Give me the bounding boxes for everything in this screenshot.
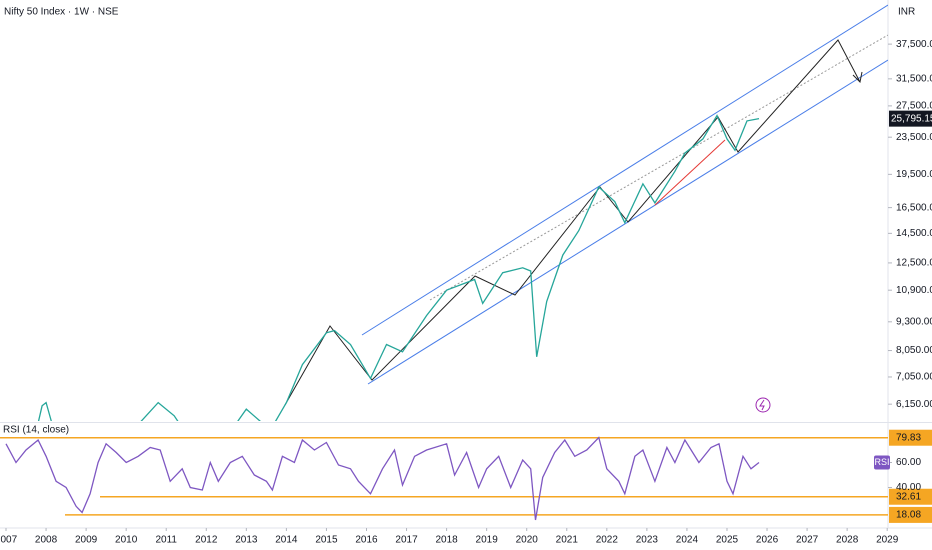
last-price-box [889,110,932,127]
y-tick-label: 23,500.00 [896,132,932,143]
x-tick-label: 2020 [516,535,539,546]
rsi-current-label: RSI [874,457,889,467]
last-price-label: 25,795.15 [891,113,932,124]
x-tick-label: 2010 [115,535,138,546]
indicator-title: RSI (14, close) [3,425,69,436]
x-tick-label: 2014 [275,535,298,546]
wave-zigzag [284,39,861,406]
y-tick-label: 10,900.00 [896,285,932,296]
x-tick-label: 2023 [636,535,659,546]
y-tick-label: 27,500.00 [896,101,932,112]
x-tick-label: 2017 [395,535,418,546]
x-tick-label: 2011 [155,535,177,546]
rsi-line [5,436,760,521]
x-tick-label: 2022 [596,535,619,546]
x-tick-label: 2009 [75,535,98,546]
channel-middle [429,34,888,301]
x-tick-label: 2016 [355,535,378,546]
channel-upper [361,4,888,336]
trend-line [654,139,726,206]
event-icon[interactable] [755,397,771,413]
y-tick-label: 31,500.00 [896,73,932,84]
rsi-level-label: 79.83 [896,432,921,443]
x-tick-label: 2021 [556,535,579,546]
drawings [284,4,888,413]
rsi-current-box [874,455,890,470]
y-tick-label: 12,500.00 [896,258,932,269]
x-tick-label: 2027 [796,535,819,546]
time-axis: 2007 2008 2009 2010 2011 2012 2013 2014 2015 2016… [0,528,899,546]
rsi-y-tick-label: 40.00 [896,482,921,493]
price-line [37,114,760,421]
y-tick-label: 8,050.00 [896,345,932,356]
currency-label: INR [898,7,915,18]
rsi-level-box [889,429,932,446]
arrow-head [852,71,863,84]
rsi-y-tick-label: 60.00 [896,457,921,468]
x-tick-label: 2025 [716,535,739,546]
x-tick-label: 2008 [35,535,58,546]
chart-title: Nifty 50 Index · 1W · NSE [4,7,119,18]
rsi-level-box [889,488,932,505]
y-tick-label: 7,050.00 [896,372,932,383]
x-tick-label: 2029 [876,535,899,546]
rsi-level-label: 18.08 [896,510,921,521]
y-tick-label: 6,150.00 [896,399,932,410]
x-tick-label: 2028 [836,535,859,546]
y-tick-label: 37,500.00 [896,39,932,50]
x-tick-label: 2007 [0,535,18,546]
price-pane [37,114,760,421]
rsi-level-box [889,506,932,523]
x-tick-label: 2015 [315,535,338,546]
rsi-level-label: 32.61 [896,491,921,502]
y-tick-label: 19,500.00 [896,169,932,180]
x-tick-label: 2013 [235,535,258,546]
x-tick-label: 2026 [756,535,779,546]
rsi-pane [0,436,888,521]
x-tick-label: 2012 [195,535,218,546]
x-tick-label: 2024 [676,535,699,546]
event-icon-bolt [759,399,765,411]
x-tick-label: 2019 [476,535,499,546]
x-tick-label: 2018 [435,535,458,546]
y-tick-label: 16,500.00 [896,202,932,213]
y-tick-label: 14,500.00 [896,228,932,239]
y-tick-label: 9,300.00 [896,316,932,327]
